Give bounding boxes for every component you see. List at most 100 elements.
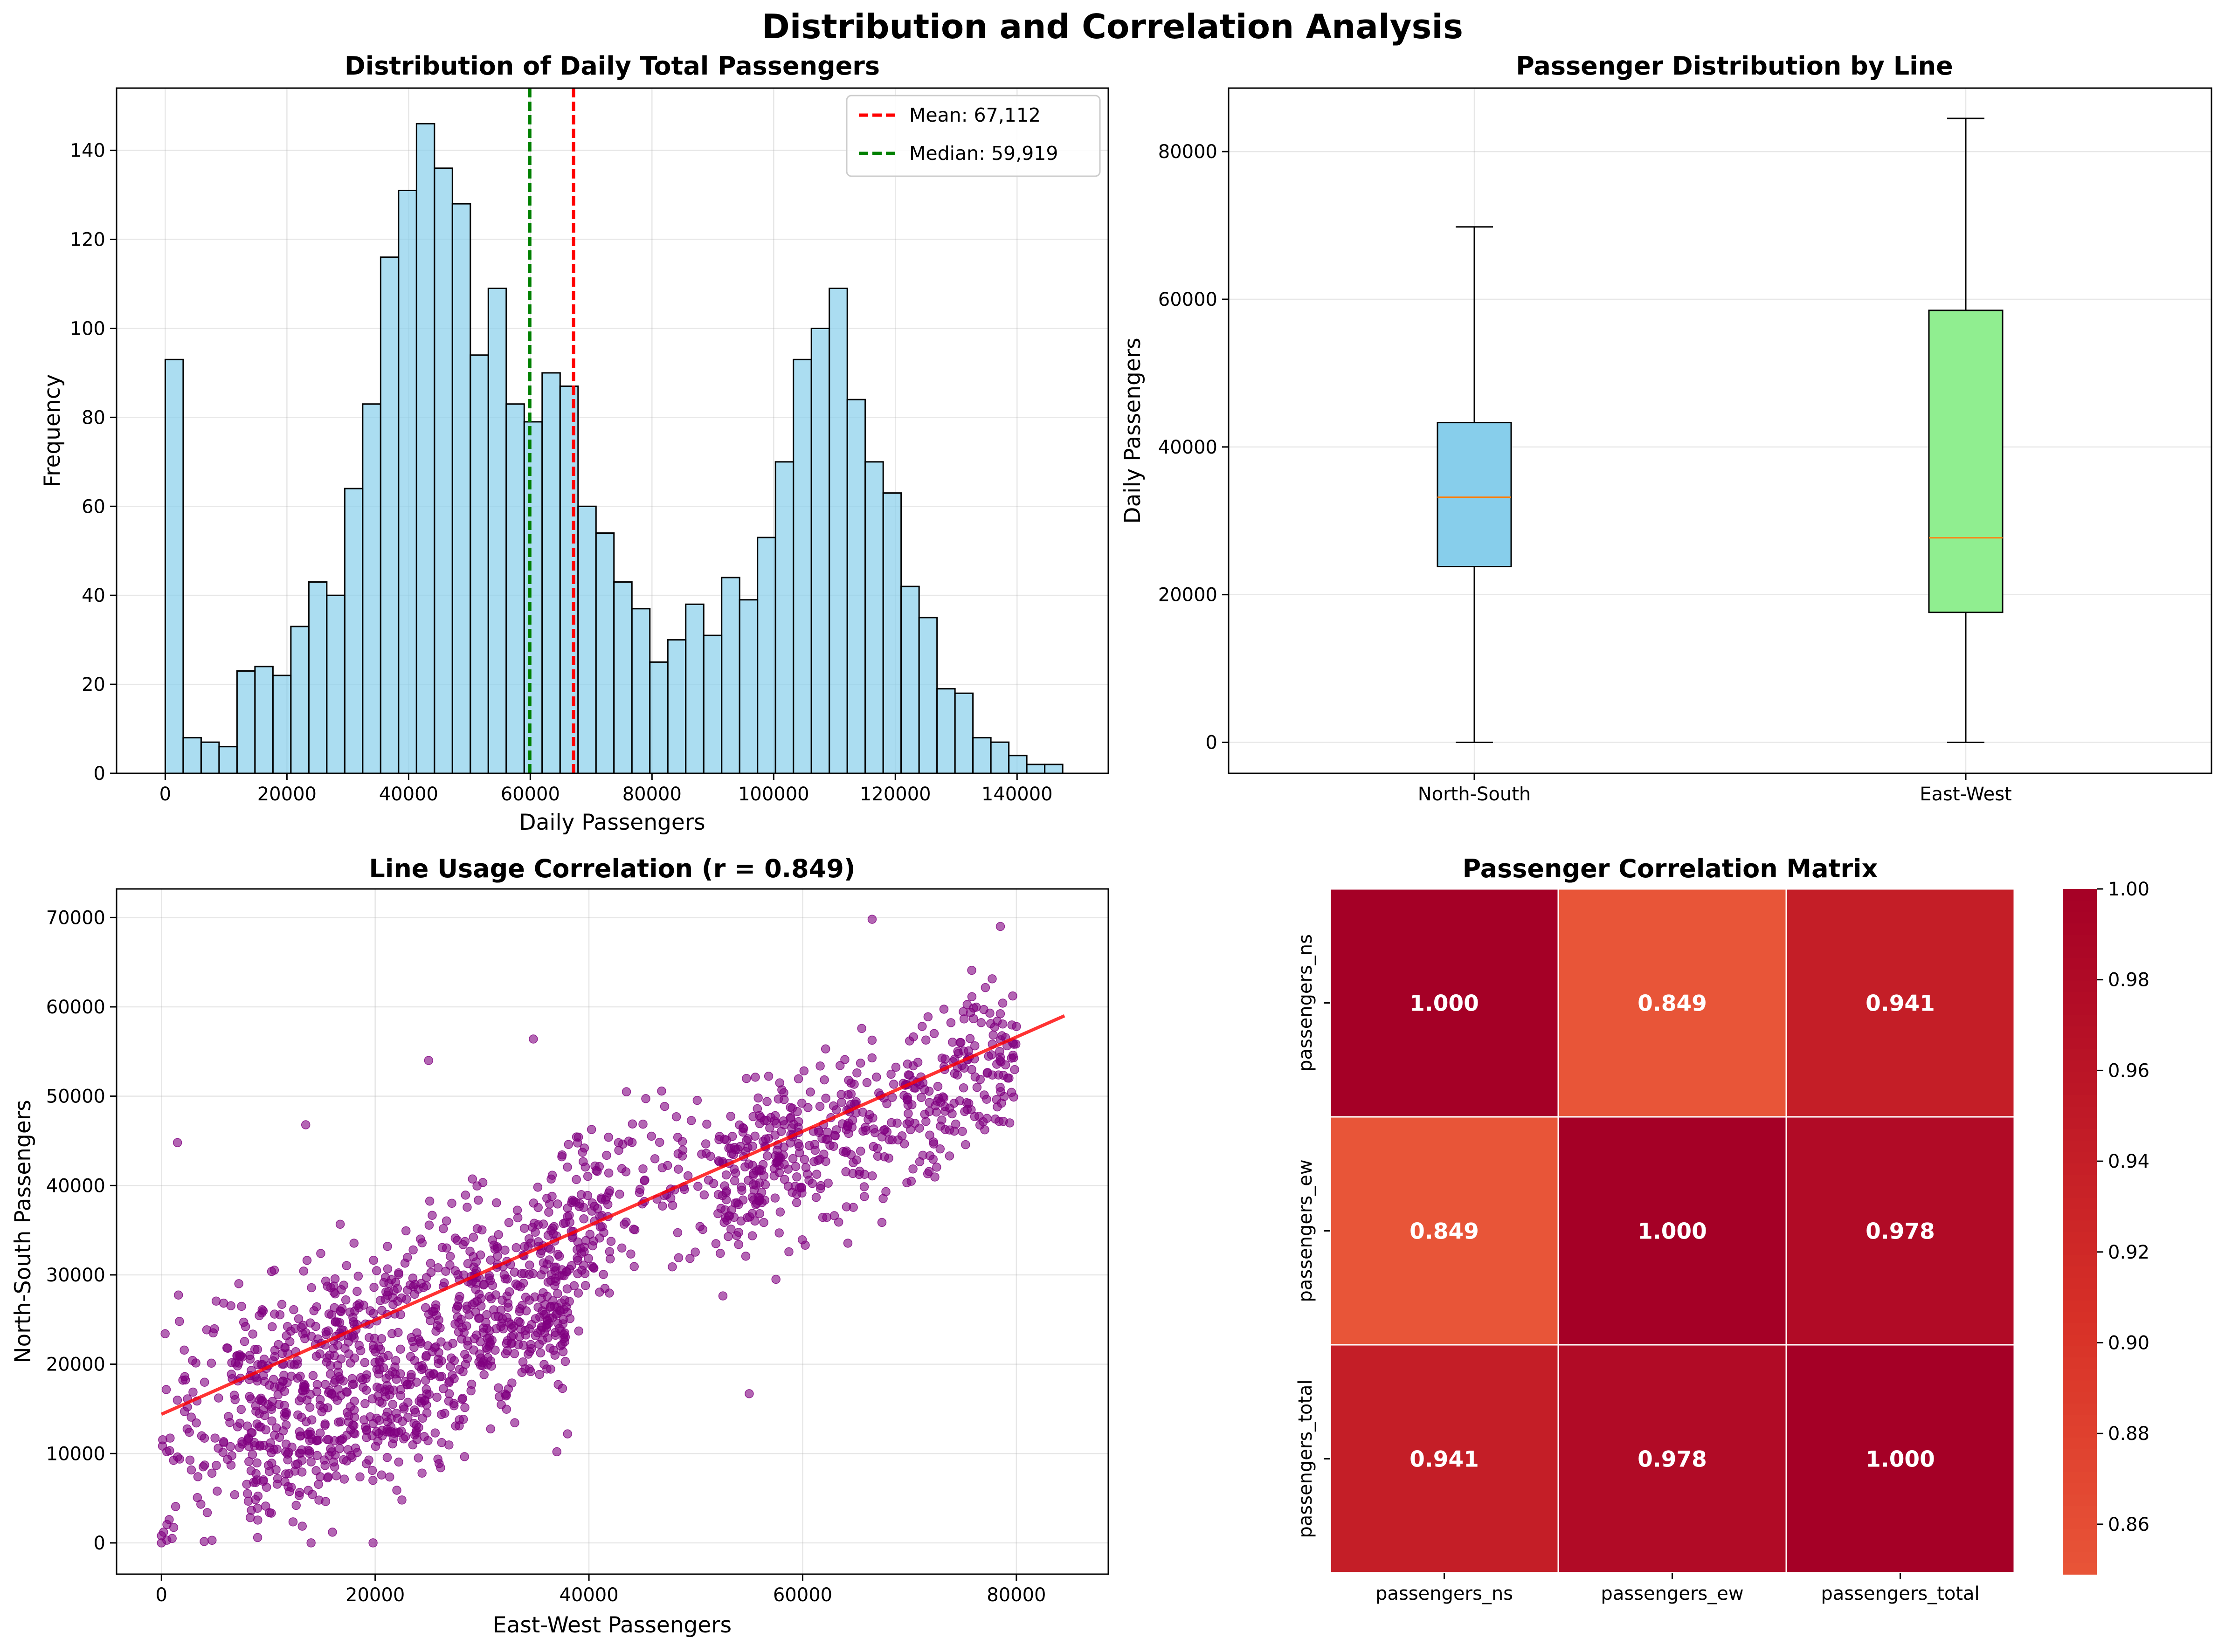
scatter-point xyxy=(482,1310,491,1320)
colorbar-segment xyxy=(2063,889,2097,901)
scatter-point xyxy=(294,1314,304,1323)
scatter-point xyxy=(794,1139,803,1149)
scatter-point xyxy=(366,1306,375,1315)
colorbar-segment xyxy=(2063,1563,2097,1575)
scatter-point xyxy=(590,1161,600,1171)
scatter-point xyxy=(748,1112,758,1122)
colorbar-segment xyxy=(2063,1220,2097,1232)
scatter-point xyxy=(867,1053,877,1063)
scatter-point xyxy=(312,1436,322,1446)
scatter-point xyxy=(442,1216,451,1225)
colorbar-segment xyxy=(2063,1357,2097,1369)
scatter-point xyxy=(293,1410,303,1420)
scatter-point xyxy=(411,1408,420,1417)
scatter-point xyxy=(369,1255,378,1265)
scatter-point xyxy=(685,1253,695,1263)
scatter-point xyxy=(647,1131,656,1141)
scatter-point xyxy=(267,1508,276,1518)
scatter-point xyxy=(407,1370,416,1379)
scatter-point xyxy=(955,1038,965,1047)
scatter-point xyxy=(521,1330,531,1340)
scatter-point xyxy=(955,1096,964,1106)
scatter-point xyxy=(860,1170,869,1179)
colorbar-segment xyxy=(2063,1209,2097,1221)
histogram-bar xyxy=(559,385,579,774)
scatter-point xyxy=(396,1391,406,1400)
boxplot-y-tick-label: 60000 xyxy=(1158,289,1217,310)
scatter-point xyxy=(185,1455,195,1465)
scatter-point xyxy=(562,1284,572,1294)
scatter-point xyxy=(533,1237,543,1246)
colorbar-tick-label: 0.90 xyxy=(2108,1333,2149,1354)
heatmap-panel: Passenger Correlation Matrix 1.000 0.849 0… xyxy=(1295,854,2149,1604)
scatter-point xyxy=(344,1349,353,1359)
scatter-point xyxy=(626,1249,636,1259)
scatter-point xyxy=(424,1220,434,1230)
scatter-point xyxy=(323,1403,332,1412)
histogram-bar xyxy=(434,167,453,774)
scatter-point xyxy=(804,1141,814,1150)
colorbar-segment xyxy=(2063,1117,2097,1129)
scatter-point xyxy=(970,1041,980,1051)
scatter-point xyxy=(738,1127,748,1137)
scatter-point xyxy=(454,1295,464,1304)
boxplot-x-ticks: North-South East-West xyxy=(1418,773,2012,805)
histogram-bar xyxy=(793,358,812,774)
scatter-point xyxy=(563,1163,572,1172)
scatter-point xyxy=(450,1319,460,1329)
colorbar-segment xyxy=(2063,1540,2097,1552)
figure-title: Distribution and Correlation Analysis xyxy=(762,7,1463,46)
scatter-point xyxy=(455,1365,464,1374)
colorbar-segment xyxy=(2063,1448,2097,1460)
scatter-point xyxy=(328,1528,337,1537)
scatter-point xyxy=(788,1154,798,1163)
scatter-point xyxy=(360,1399,370,1408)
colorbar-segment xyxy=(2063,1151,2097,1163)
scatter-point xyxy=(321,1497,331,1506)
heatmap-col-label: passengers_ew xyxy=(1601,1583,1743,1604)
scatter-point xyxy=(339,1376,348,1386)
scatter-point xyxy=(180,1345,189,1355)
scatter-point xyxy=(463,1259,473,1268)
scatter-point xyxy=(972,1002,981,1012)
scatter-point xyxy=(250,1495,260,1504)
scatter-point xyxy=(377,1425,387,1435)
scatter-point xyxy=(236,1404,246,1414)
scatter-point xyxy=(759,1218,768,1227)
scatter-point xyxy=(560,1356,570,1366)
colorbar-segment xyxy=(2063,1551,2097,1563)
colorbar-segment xyxy=(2063,1232,2097,1244)
scatter-point xyxy=(193,1472,203,1481)
scatter-point xyxy=(255,1395,264,1404)
scatter-point xyxy=(407,1333,416,1342)
scatter-point xyxy=(951,1119,960,1129)
scatter-point xyxy=(864,1115,873,1124)
scatter-y-tick-label: 20000 xyxy=(46,1354,105,1376)
scatter-point xyxy=(950,1069,960,1078)
scatter-point xyxy=(488,1235,498,1245)
heatmap-cell xyxy=(1557,1116,1787,1346)
scatter-point xyxy=(735,1120,744,1130)
scatter-point xyxy=(553,1199,562,1209)
scatter-point xyxy=(726,1225,736,1234)
histogram-y-ticks: 0 20 40 60 80 100 120 140 xyxy=(70,140,117,785)
scatter-point xyxy=(374,1342,384,1351)
scatter-point xyxy=(605,1186,615,1196)
scatter-point xyxy=(904,1109,913,1118)
heatmap-cell xyxy=(1785,888,2015,1118)
scatter-x-tick-label: 0 xyxy=(156,1584,167,1606)
scatter-point xyxy=(529,1034,538,1044)
scatter-point xyxy=(791,1162,801,1171)
scatter-point xyxy=(402,1380,412,1390)
histogram-x-tick-label: 80000 xyxy=(622,784,682,805)
colorbar-segment xyxy=(2063,1425,2097,1438)
histogram-bar xyxy=(774,461,795,774)
scatter-point xyxy=(214,1443,223,1453)
histogram-bar xyxy=(972,737,992,774)
scatter-point xyxy=(434,1359,443,1368)
scatter-point xyxy=(352,1287,362,1296)
scatter-point xyxy=(175,1317,184,1326)
scatter-point xyxy=(327,1447,337,1457)
scatter-point xyxy=(389,1428,399,1438)
scatter-point xyxy=(792,1198,802,1207)
